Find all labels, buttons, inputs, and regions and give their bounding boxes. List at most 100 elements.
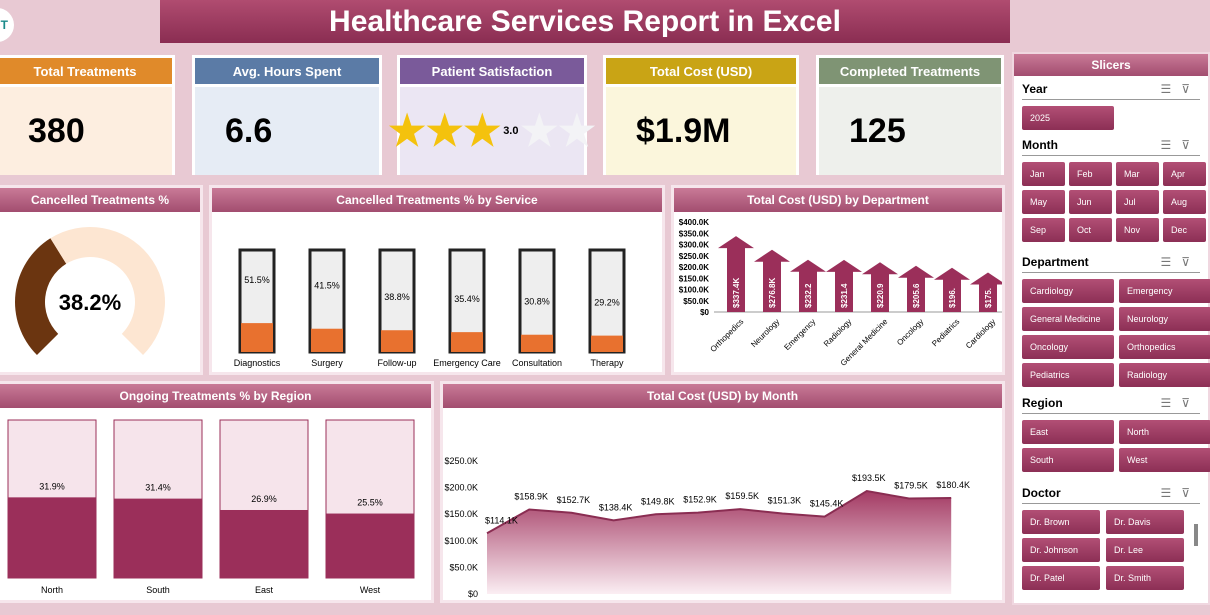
data-label: $114.1K (485, 515, 518, 525)
data-label: $196. (948, 288, 957, 308)
category-label: Therapy (590, 358, 624, 368)
slicer-item[interactable]: May (1022, 190, 1065, 214)
data-label: $231.4 (840, 283, 849, 308)
slicer-title: Month (1022, 134, 1200, 156)
category-label: Orthopedics (709, 317, 746, 354)
y-tick: $150.0K (444, 509, 478, 519)
gauge-value-arc (14, 238, 67, 356)
slicer-item[interactable]: West (1119, 448, 1210, 472)
y-tick: $250.0K (679, 252, 709, 261)
data-label: $158.9K (514, 491, 548, 501)
region-panel: Ongoing Treatments % by Region 31.9% Nort… (0, 381, 434, 603)
slicer-item[interactable]: Dr. Davis (1106, 510, 1184, 534)
slicer-item[interactable]: Oncology (1022, 335, 1114, 359)
slicer-item[interactable]: North (1119, 420, 1210, 444)
slicer-item[interactable]: Feb (1069, 162, 1112, 186)
panel-title: Total Cost (USD) by Month (443, 384, 1002, 408)
multi-select-icon[interactable]: ☰ (1160, 82, 1182, 96)
slicer-item[interactable]: Jan (1022, 162, 1065, 186)
kpi-label: Completed Treatments (819, 58, 1001, 84)
slicer-item[interactable]: Aug (1163, 190, 1206, 214)
slicer-item[interactable]: Oct (1069, 218, 1112, 242)
slicer-region: Region ☰⊽ East North South West (1022, 392, 1210, 472)
slicer-item[interactable]: Dr. Lee (1106, 538, 1184, 562)
kpi-label: Patient Satisfaction (400, 58, 584, 84)
category-label: Diagnostics (234, 358, 281, 368)
data-label: $151.3K (768, 496, 802, 506)
slicer-item[interactable]: Nov (1116, 218, 1159, 242)
slicer-item[interactable]: Neurology (1119, 307, 1210, 331)
clear-filter-icon[interactable]: ⊽ (1181, 486, 1200, 500)
kpi-card: Total Treatments 380 (0, 55, 175, 175)
y-tick: $150.0K (679, 274, 709, 283)
category-label: Radiology (822, 317, 854, 349)
slicer-year: Year ☰⊽ 2025 (1022, 78, 1200, 130)
bar-arrow (790, 259, 826, 312)
bar (451, 332, 483, 352)
slicer-item[interactable]: General Medicine (1022, 307, 1114, 331)
bar (521, 334, 553, 352)
category-label: Pediatrics (930, 317, 961, 348)
slicer-item[interactable]: Apr (1163, 162, 1206, 186)
slicer-item[interactable]: Orthopedics (1119, 335, 1210, 359)
data-label: $180.4K (936, 480, 970, 490)
slicer-item[interactable]: Dr. Brown (1022, 510, 1100, 534)
slicers-title: Slicers (1014, 54, 1208, 76)
category-label: North (41, 585, 63, 595)
slicer-item[interactable]: Pediatrics (1022, 363, 1114, 387)
slicer-item[interactable]: Mar (1116, 162, 1159, 186)
slicer-item[interactable]: South (1022, 448, 1114, 472)
slicer-item[interactable]: Emergency (1119, 279, 1210, 303)
kpi-value: 125 (849, 111, 906, 150)
multi-select-icon[interactable]: ☰ (1160, 396, 1182, 410)
clear-filter-icon[interactable]: ⊽ (1181, 138, 1200, 152)
y-tick: $200.0K (679, 263, 709, 272)
data-label: 30.8% (524, 297, 550, 307)
slicer-item[interactable]: Radiology (1119, 363, 1210, 387)
region-chart: 31.9% North 31.4% South 26.9% East 25.5% West (7, 419, 415, 595)
data-label: $175. (984, 288, 993, 308)
slicer-item[interactable]: Dr. Johnson (1022, 538, 1100, 562)
department-chart: $0 $50.0K $100.0K $150.0K $200.0K $250.0K $300… (679, 218, 1006, 368)
y-tick: $350.0K (679, 229, 709, 238)
y-tick: $50.0K (683, 297, 709, 306)
slicer-item[interactable]: Dr. Patel (1022, 566, 1100, 590)
logo: T (0, 8, 14, 42)
slicer-item[interactable]: 2025 (1022, 106, 1114, 130)
panel-title: Ongoing Treatments % by Region (0, 384, 431, 408)
data-label: $159.5K (725, 491, 759, 501)
kpi-card: Total Cost (USD) $1.9M (603, 55, 799, 175)
data-label: $152.9K (683, 495, 717, 505)
clear-filter-icon[interactable]: ⊽ (1181, 396, 1200, 410)
slicer-title: Region (1022, 392, 1200, 414)
clear-filter-icon[interactable]: ⊽ (1181, 82, 1200, 96)
category-label: South (146, 585, 170, 595)
clear-filter-icon[interactable]: ⊽ (1181, 255, 1200, 269)
data-label: 51.5% (244, 275, 270, 285)
slicer-item[interactable]: East (1022, 420, 1114, 444)
logo-text: T (0, 18, 8, 32)
bar-arrow (718, 236, 754, 312)
data-label: 38.8% (384, 292, 410, 302)
data-label: $337.4K (732, 278, 741, 308)
data-label: $149.8K (641, 496, 675, 506)
slicer-item[interactable]: Jun (1069, 190, 1112, 214)
multi-select-icon[interactable]: ☰ (1160, 138, 1182, 152)
page-title: Healthcare Services Report in Excel (160, 0, 1010, 43)
category-label: Surgery (311, 358, 343, 368)
data-label: $145.4K (810, 499, 844, 509)
slicers-pane: Slicers Year ☰⊽ 2025 Month ☰⊽ Jan Feb Mar Apr… (1012, 52, 1210, 605)
slicer-item[interactable]: Cardiology (1022, 279, 1114, 303)
y-tick: $250.0K (444, 456, 478, 466)
slicer-item[interactable]: Dr. Smith (1106, 566, 1184, 590)
multi-select-icon[interactable]: ☰ (1160, 486, 1182, 500)
gauge-label: 38.2% (59, 290, 121, 315)
slicer-item[interactable]: Dec (1163, 218, 1206, 242)
slicer-item[interactable]: Sep (1022, 218, 1065, 242)
scrollbar[interactable] (1194, 524, 1198, 546)
multi-select-icon[interactable]: ☰ (1160, 255, 1182, 269)
panel-title: Total Cost (USD) by Department (674, 188, 1002, 212)
slicer-item[interactable]: Jul (1116, 190, 1159, 214)
gauge-remaining-arc (50, 227, 165, 356)
y-tick: $400.0K (679, 218, 709, 227)
